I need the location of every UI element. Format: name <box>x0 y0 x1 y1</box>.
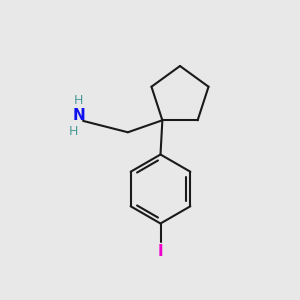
Text: N: N <box>73 108 85 123</box>
Text: H: H <box>69 125 78 138</box>
Text: H: H <box>74 94 84 107</box>
Text: I: I <box>158 244 163 259</box>
